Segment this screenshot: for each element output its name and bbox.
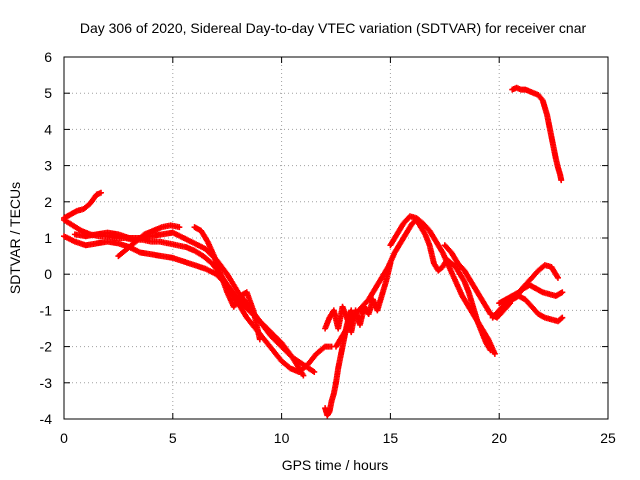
x-tick-label: 15: [383, 430, 399, 446]
data-point: [559, 289, 566, 296]
x-axis-label: GPS time / hours: [282, 457, 389, 473]
series-arc-12: [489, 292, 566, 325]
y-tick-label: 4: [44, 121, 52, 137]
data-point: [559, 314, 566, 321]
y-tick-label: 2: [44, 194, 52, 210]
y-tick-label: 0: [44, 266, 52, 282]
y-axis-label: SDTVAR / TECUs: [7, 182, 23, 294]
series-arc-9: [333, 216, 494, 354]
y-tick-label: -4: [40, 411, 53, 427]
x-tick-label: 20: [491, 430, 507, 446]
y-tick-label: 3: [44, 158, 52, 174]
series-arc-2: [61, 216, 335, 375]
y-tick-label: 1: [44, 230, 52, 246]
series-arc-11: [441, 242, 514, 321]
y-tick-label: -2: [40, 339, 53, 355]
series-arc-7: [322, 307, 355, 419]
data-point: [558, 177, 565, 184]
y-tick-label: 6: [44, 49, 52, 65]
x-tick-label: 0: [60, 430, 68, 446]
series-arc-3: [61, 233, 307, 379]
x-axis-ticks: 0 5 10 15 20 25: [60, 57, 616, 446]
data-point: [311, 368, 318, 375]
data-point: [256, 336, 263, 343]
series-arc-15: [509, 84, 565, 184]
y-tick-label: 5: [44, 85, 52, 101]
series-arc-1: [61, 189, 104, 222]
series-arc-6: [115, 222, 183, 260]
y-axis-ticks: -4 -3 -2 -1 0 1 2 3 4 5 6: [40, 49, 608, 427]
data-marks: [61, 84, 566, 419]
y-tick-label: -3: [40, 375, 53, 391]
data-point: [558, 315, 565, 322]
chart-title: Day 306 of 2020, Sidereal Day-to-day VTE…: [80, 20, 587, 36]
data-point: [491, 350, 498, 357]
series-arc-14: [496, 262, 561, 307]
x-tick-label: 5: [169, 430, 177, 446]
y-tick-label: -1: [40, 302, 53, 318]
data-point: [554, 274, 561, 281]
data-point: [300, 372, 307, 379]
series-arc-8: [322, 260, 394, 336]
series-arc-5: [191, 224, 263, 343]
x-tick-label: 10: [274, 430, 290, 446]
series-arc-10: [387, 213, 498, 357]
data-point: [176, 224, 183, 231]
data-point: [97, 189, 104, 196]
x-tick-label: 25: [600, 430, 616, 446]
